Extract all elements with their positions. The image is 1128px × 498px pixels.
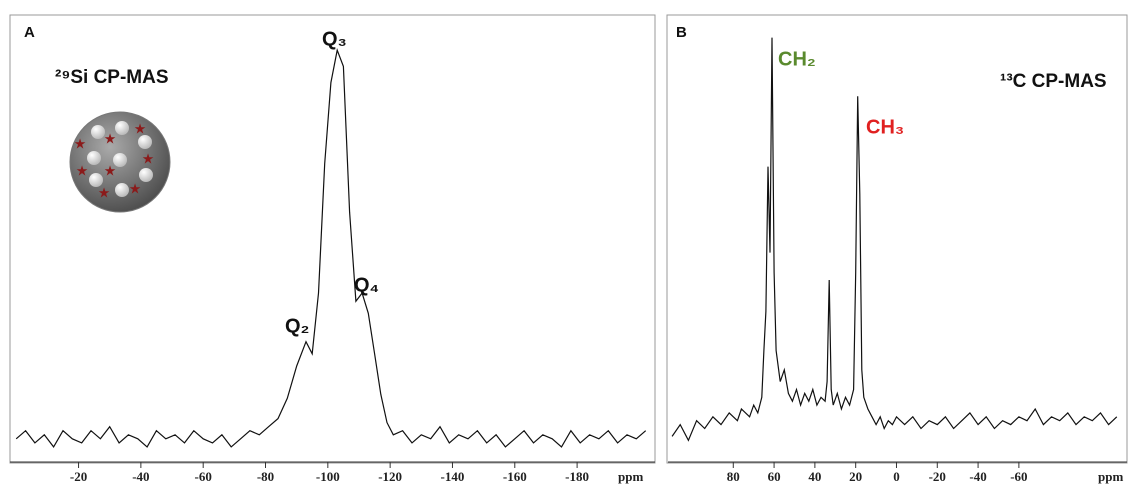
x-tick-label: -60 [1010, 469, 1027, 484]
peak-label: Q₂ [285, 315, 309, 337]
x-tick-label: 0 [893, 469, 900, 484]
peak-label: Q₄ [354, 274, 379, 296]
nanoparticle-icon: ★★★★ ★★★★ [69, 111, 171, 213]
x-tick-label: -140 [441, 469, 465, 484]
panel-label: A [24, 24, 35, 41]
x-tick-label: -80 [257, 469, 274, 484]
svg-text:★: ★ [142, 151, 155, 167]
svg-text:★: ★ [104, 131, 117, 147]
x-tick-label: -40 [132, 469, 149, 484]
x-tick-label: -40 [969, 469, 986, 484]
panel-b-frame [666, 14, 1128, 464]
svg-text:★: ★ [104, 163, 117, 179]
x-tick-label: -20 [929, 469, 946, 484]
panel-label: B [676, 24, 687, 41]
x-tick-label: 80 [727, 469, 740, 484]
x-tick-label: -180 [565, 469, 589, 484]
svg-text:★: ★ [76, 163, 89, 179]
chart-title: ²⁹Si CP-MAS [55, 67, 169, 88]
peak-label: CH₂ [778, 48, 816, 70]
x-tick-label: -60 [195, 469, 212, 484]
spectrum-line [15, 48, 647, 448]
spectrum-line [671, 37, 1118, 442]
svg-text:★: ★ [98, 185, 111, 201]
x-tick-label: 60 [768, 469, 781, 484]
x-tick-label: -160 [503, 469, 527, 484]
peak-label: Q₃ [322, 28, 347, 50]
x-axis-label: ppm [618, 469, 643, 484]
x-tick-label: -100 [316, 469, 340, 484]
x-tick-label: 40 [808, 469, 821, 484]
x-tick-label: -120 [378, 469, 402, 484]
panel-a-frame [9, 14, 656, 464]
svg-text:★: ★ [134, 121, 147, 137]
x-tick-label: 20 [849, 469, 862, 484]
chart-title: ¹³C CP-MAS [1000, 71, 1107, 92]
x-axis-label: ppm [1098, 469, 1123, 484]
svg-text:★: ★ [129, 181, 142, 197]
peak-label: CH₃ [866, 116, 904, 138]
svg-text:★: ★ [74, 136, 87, 152]
x-tick-label: -20 [70, 469, 87, 484]
